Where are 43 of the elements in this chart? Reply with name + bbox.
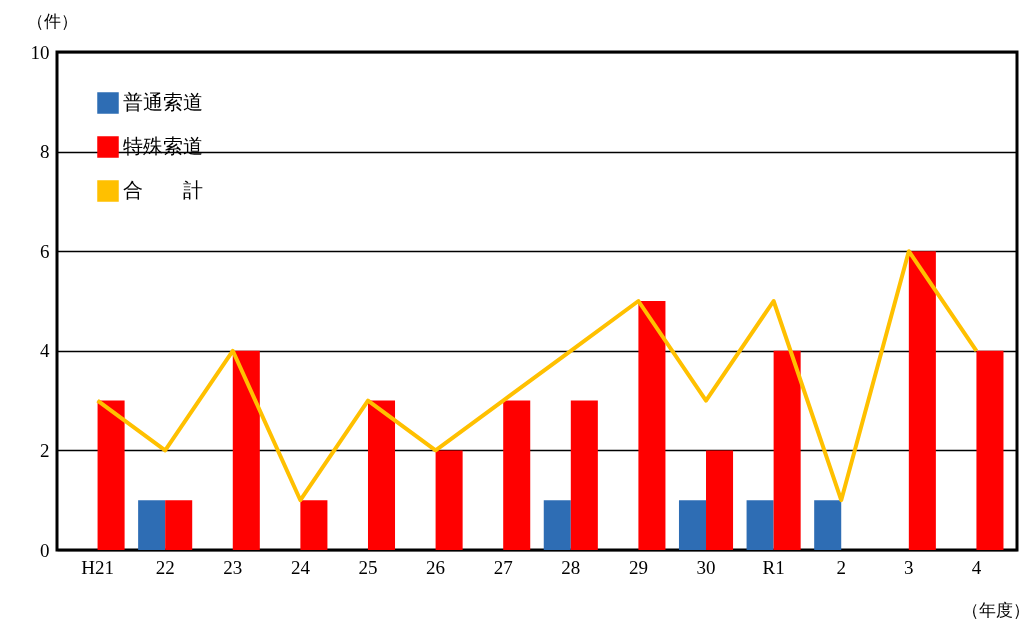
- bar: [165, 500, 193, 550]
- x-tick-label: 26: [426, 556, 446, 578]
- x-tick-label: R1: [762, 556, 785, 578]
- bar: [638, 301, 666, 550]
- bar: [570, 400, 598, 550]
- x-tick-label: H21: [81, 556, 114, 578]
- bar: [300, 500, 328, 550]
- bar: [97, 400, 125, 550]
- x-tick-label: 3: [904, 556, 914, 578]
- x-tick-label: 27: [493, 556, 513, 578]
- x-tick-label: 30: [696, 556, 716, 578]
- bar: [678, 500, 707, 550]
- bar: [138, 500, 166, 550]
- bar: [773, 350, 801, 550]
- x-tick-label: 2: [836, 556, 846, 578]
- y-tick-label: 8: [40, 141, 50, 163]
- legend-label: 普通索道: [123, 91, 203, 113]
- x-tick-label: 24: [290, 556, 311, 578]
- bar: [543, 500, 571, 550]
- x-tick-label: 4: [971, 556, 982, 578]
- bar: [435, 450, 463, 550]
- x-tick-label: 28: [561, 556, 581, 578]
- bar: [367, 400, 396, 550]
- x-tick-label: 29: [628, 556, 648, 578]
- bar: [976, 350, 1004, 550]
- bar: [503, 400, 531, 550]
- line-series: [95, 249, 979, 503]
- x-tick-label: 23: [223, 556, 243, 578]
- y-axis-title: （件）: [27, 11, 78, 31]
- y-tick-label: 0: [40, 539, 50, 561]
- y-tick-label: 4: [40, 340, 50, 362]
- y-tick-label: 6: [40, 240, 50, 262]
- bar: [232, 350, 260, 550]
- bar: [814, 500, 842, 550]
- bar: [706, 450, 734, 550]
- legend-label: 合 計: [123, 179, 203, 201]
- x-axis-title: （年度）: [961, 600, 1030, 620]
- bar: [746, 500, 774, 550]
- x-tick-label: 22: [155, 556, 175, 578]
- y-tick-label: 10: [30, 41, 50, 63]
- y-tick-label: 2: [40, 439, 50, 461]
- bar: [908, 251, 936, 550]
- x-tick-label: 25: [358, 556, 378, 578]
